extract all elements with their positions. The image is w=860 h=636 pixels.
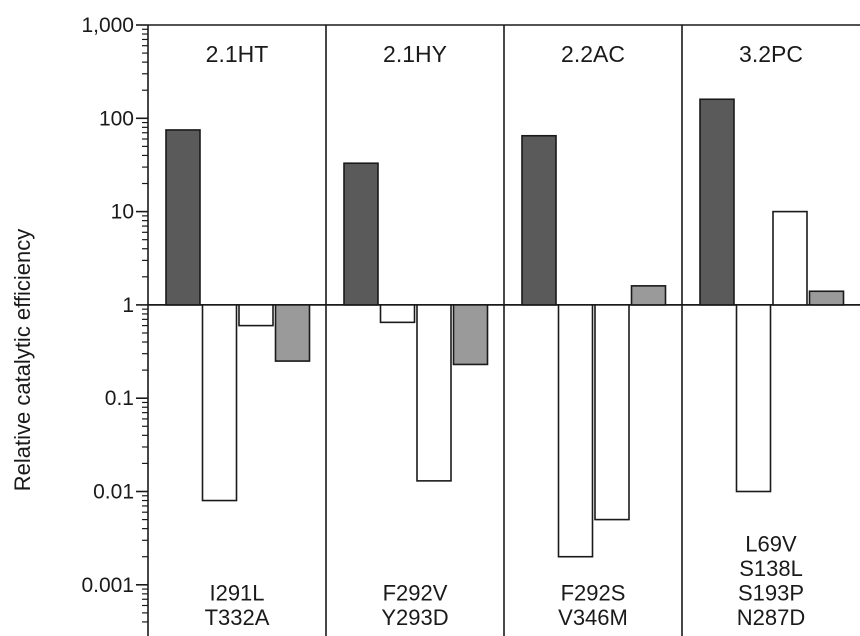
bar-2 — [735, 304, 772, 493]
panel-title: 2.1HY — [383, 41, 447, 67]
y-tick-label: 100 — [99, 107, 134, 130]
bar-1 — [521, 134, 557, 306]
bar-1 — [343, 162, 379, 306]
bar-4 — [274, 304, 311, 362]
y-tick-label: 1,000 — [81, 14, 134, 37]
mutation-label: S138L — [739, 556, 803, 581]
y-tick-label: 1 — [122, 294, 134, 317]
bar-3 — [594, 304, 630, 521]
mutation-label: V346M — [558, 605, 628, 630]
y-tick-label: 10 — [111, 201, 134, 224]
y-axis-label: Relative catalytic efficiency — [10, 229, 35, 492]
y-axis: 1,000 100 10 1 0.1 0.01 0.001 — [81, 14, 860, 636]
panel-title: 2.1HT — [206, 41, 269, 67]
mutation-label: S193P — [738, 581, 804, 606]
bar-4 — [630, 285, 667, 306]
panel-title: 3.2PC — [739, 41, 803, 67]
mutation-label: L69V — [745, 532, 797, 557]
mutation-label: Y293D — [381, 605, 448, 630]
y-tick-label: 0.1 — [105, 387, 134, 410]
bar-1 — [165, 129, 201, 306]
bar-2 — [379, 304, 416, 324]
bar-3 — [238, 304, 274, 327]
y-tick-label: 0.01 — [93, 481, 134, 504]
panel-title: 2.2AC — [561, 41, 625, 67]
y-tick-label: 0.001 — [81, 574, 134, 597]
mutation-label: T332A — [205, 605, 270, 630]
bar-4 — [452, 304, 489, 366]
mutation-label: F292S — [561, 581, 626, 606]
bar-3 — [416, 304, 452, 482]
bar-4 — [808, 290, 845, 306]
mutation-label: F292V — [383, 581, 448, 606]
bar-2 — [201, 304, 238, 502]
bar-3 — [772, 210, 808, 306]
bar-2 — [557, 304, 594, 558]
mutation-label: I291L — [209, 581, 264, 606]
bar-1 — [699, 98, 735, 306]
mutation-label: N287D — [737, 605, 805, 630]
